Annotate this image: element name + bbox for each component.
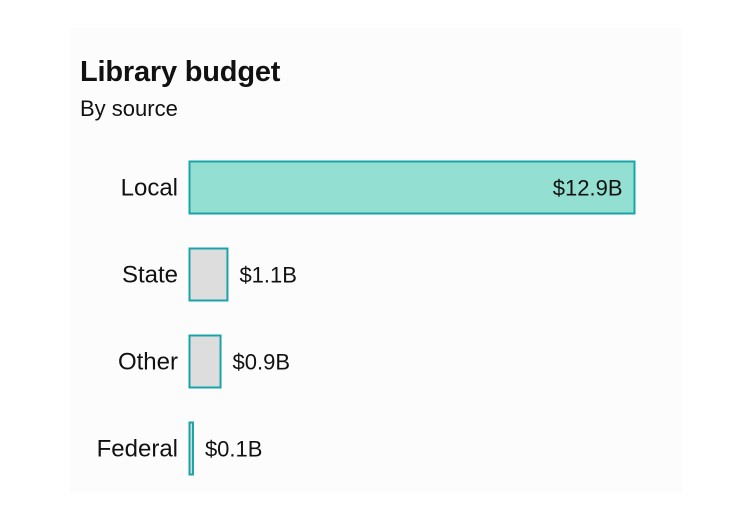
bar-local bbox=[188, 160, 636, 215]
chart-card bbox=[70, 28, 682, 493]
category-label-federal: Federal bbox=[97, 436, 178, 463]
bar-state bbox=[188, 247, 229, 302]
chart-title: Library budget bbox=[80, 56, 281, 88]
chart-subtitle: By source bbox=[80, 96, 178, 121]
value-label-state: $1.1B bbox=[239, 263, 297, 288]
value-label-other: $0.9B bbox=[233, 350, 291, 375]
category-label-state: State bbox=[122, 262, 178, 289]
bar-federal bbox=[188, 421, 194, 476]
category-label-local: Local bbox=[121, 175, 178, 202]
bar-other bbox=[188, 334, 222, 389]
category-label-other: Other bbox=[118, 349, 178, 376]
value-label-local: $12.9B bbox=[553, 176, 623, 201]
value-label-federal: $0.1B bbox=[205, 437, 263, 462]
